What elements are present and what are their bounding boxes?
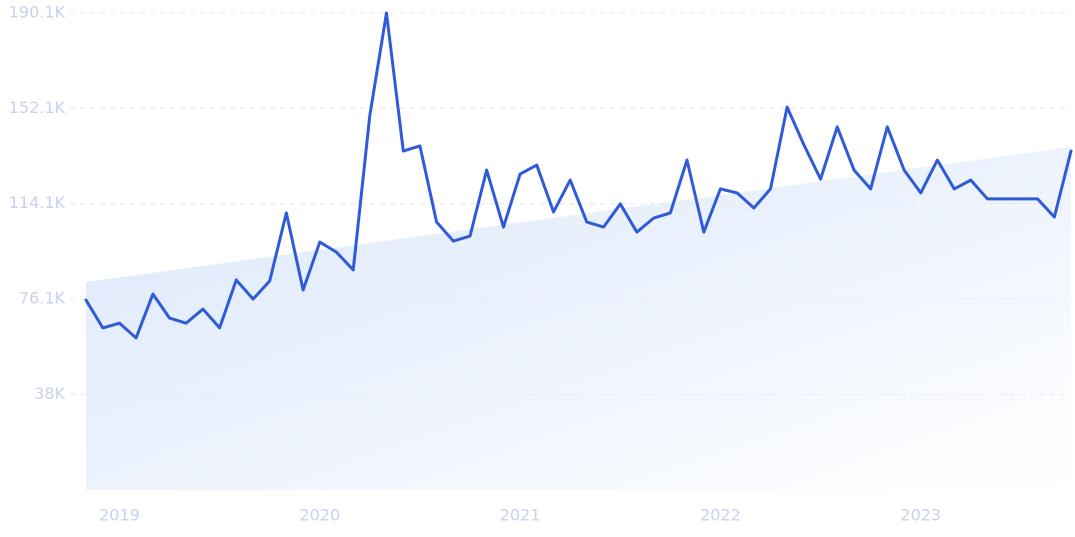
y-tick-label: 76.1K (19, 289, 66, 308)
line (84, 11, 1073, 340)
x-tick-label: 2022 (700, 506, 741, 525)
y-tick-label: 152.1K (9, 98, 66, 117)
y-tick-label: 38K (34, 384, 65, 403)
y-tick-label: 114.1K (9, 193, 66, 212)
x-tick-label: 2019 (99, 506, 140, 525)
y-tick-label: 190.1K (9, 3, 66, 22)
x-tick-label: 2021 (500, 506, 541, 525)
x-tick-label: 2020 (299, 506, 340, 525)
trend-area (86, 146, 1071, 490)
x-tick-label: 2023 (900, 506, 941, 525)
